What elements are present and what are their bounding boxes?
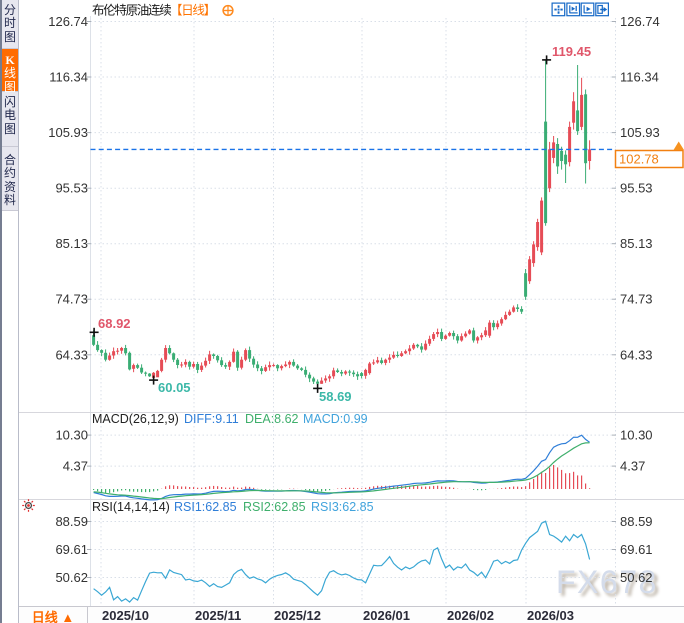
svg-text:88.59: 88.59 (620, 514, 653, 529)
svg-text:116.34: 116.34 (49, 70, 88, 85)
svg-text:69.61: 69.61 (620, 542, 653, 557)
svg-text:68.92: 68.92 (98, 316, 131, 331)
svg-text:DIFF:9.11: DIFF:9.11 (184, 412, 239, 426)
svg-text:88.59: 88.59 (55, 514, 88, 529)
svg-text:4.37: 4.37 (63, 459, 88, 474)
svg-text:74.73: 74.73 (620, 292, 653, 307)
svg-text:【日线】: 【日线】 (170, 4, 215, 18)
svg-text:4.37: 4.37 (620, 459, 645, 474)
svg-text:119.45: 119.45 (552, 44, 591, 59)
svg-text:DEA:8.62: DEA:8.62 (245, 412, 299, 426)
svg-text:58.69: 58.69 (319, 389, 352, 404)
svg-text:RSI3:62.85: RSI3:62.85 (311, 500, 374, 514)
svg-text:10.30: 10.30 (55, 428, 88, 443)
svg-text:64.33: 64.33 (55, 347, 88, 362)
svg-text:50.62: 50.62 (620, 570, 653, 585)
svg-text:10.30: 10.30 (620, 428, 653, 443)
svg-text:105.93: 105.93 (48, 125, 88, 140)
svg-text:105.93: 105.93 (620, 125, 660, 140)
svg-text:85.13: 85.13 (55, 236, 88, 251)
svg-text:MACD:0.99: MACD:0.99 (303, 412, 368, 426)
svg-text:RSI2:62.85: RSI2:62.85 (243, 500, 306, 514)
svg-text:95.53: 95.53 (620, 181, 653, 196)
svg-text:RSI1:62.85: RSI1:62.85 (174, 500, 237, 514)
svg-text:50.62: 50.62 (55, 570, 88, 585)
svg-text:126.74: 126.74 (620, 14, 660, 29)
svg-text:RSI(14,14,14): RSI(14,14,14) (92, 500, 170, 514)
svg-text:69.61: 69.61 (55, 542, 88, 557)
svg-text:74.73: 74.73 (55, 292, 88, 307)
svg-text:95.53: 95.53 (55, 181, 88, 196)
svg-text:126.74: 126.74 (48, 14, 88, 29)
svg-text:85.13: 85.13 (620, 236, 653, 251)
svg-text:64.33: 64.33 (620, 347, 653, 362)
svg-text:MACD(26,12,9): MACD(26,12,9) (92, 412, 179, 426)
svg-text:布伦特原油连续: 布伦特原油连续 (92, 3, 171, 18)
svg-text:60.05: 60.05 (158, 380, 191, 395)
svg-text:116.34: 116.34 (620, 70, 659, 85)
svg-text:102.78: 102.78 (619, 152, 659, 167)
